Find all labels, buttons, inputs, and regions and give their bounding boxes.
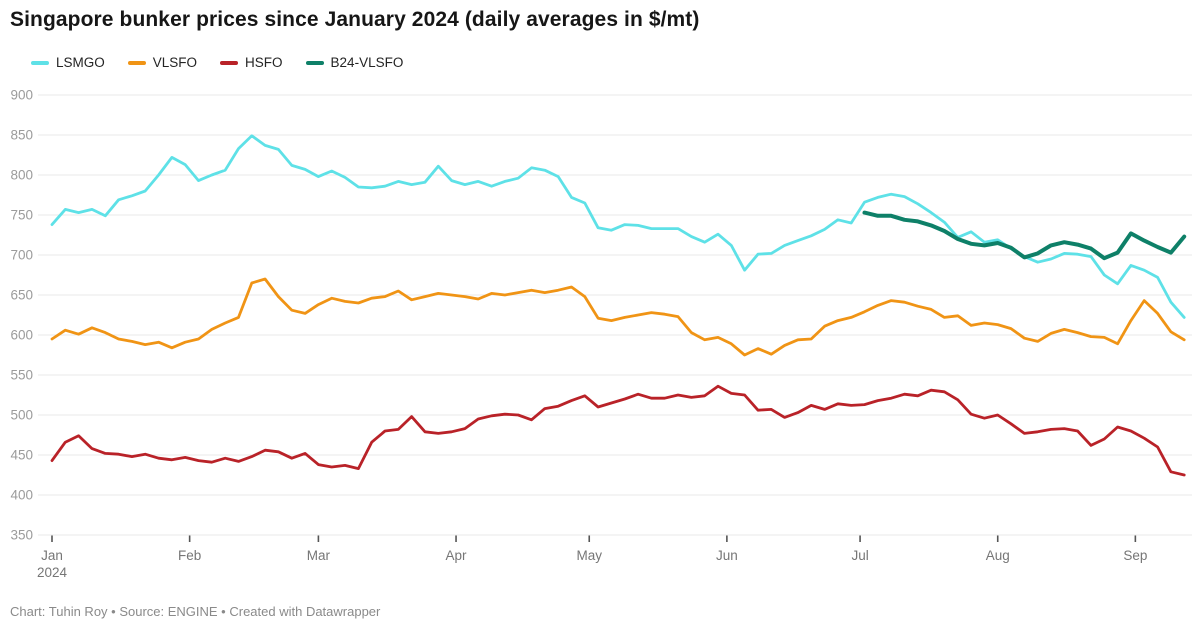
x-axis-label-sep: Sep [1123,548,1147,563]
legend-item-hsfo: HSFO [220,55,283,70]
legend-swatch-icon [127,60,146,65]
y-axis-label: 550 [10,368,33,383]
y-axis-label: 600 [10,328,33,343]
legend-label: HSFO [245,55,283,70]
chart-attribution: Chart: Tuhin Roy • Source: ENGINE • Crea… [10,604,381,619]
x-axis-label-may: May [576,548,602,563]
y-axis-label: 850 [10,128,33,143]
lsmgo-line [50,134,1186,319]
legend-item-vlsfo: VLSFO [127,55,198,70]
x-axis-label-jun: Jun [716,548,738,563]
vlsfo-line [50,277,1186,357]
y-axis-label: 700 [10,248,33,263]
x-axis-label-apr: Apr [446,548,468,563]
legend-label: B24-VLSFO [330,55,404,70]
x-axis-label-jul: Jul [851,548,868,563]
y-axis-label: 650 [10,288,33,303]
y-axis-label: 750 [10,208,33,223]
legend-label: VLSFO [152,55,198,70]
x-axis-sublabel: 2024 [37,565,68,580]
y-axis-label: 400 [10,488,33,503]
legend-swatch-icon [220,60,239,65]
legend-swatch-icon [305,60,324,65]
x-axis-label-jan: Jan [41,548,63,563]
y-axis-label: 500 [10,408,33,423]
y-axis-label: 900 [10,88,33,103]
y-axis-label: 450 [10,448,33,463]
x-axis-label-aug: Aug [986,548,1010,563]
legend-label: LSMGO [56,55,105,70]
x-axis-label-mar: Mar [307,548,331,563]
y-axis-label: 800 [10,168,33,183]
chart-title: Singapore bunker prices since January 20… [10,8,700,31]
hsfo-line [50,384,1186,477]
x-axis-label-feb: Feb [178,548,201,563]
y-axis-label: 350 [10,528,33,543]
legend-item-b24-vlsfo: B24-VLSFO [305,55,404,70]
b24-vlsfo-line [862,210,1187,261]
legend-swatch-icon [31,60,49,65]
chart-legend: LSMGO VLSFO HSFO B24-VLSFO [31,55,403,70]
legend-item-lsmgo: LSMGO [31,55,105,70]
